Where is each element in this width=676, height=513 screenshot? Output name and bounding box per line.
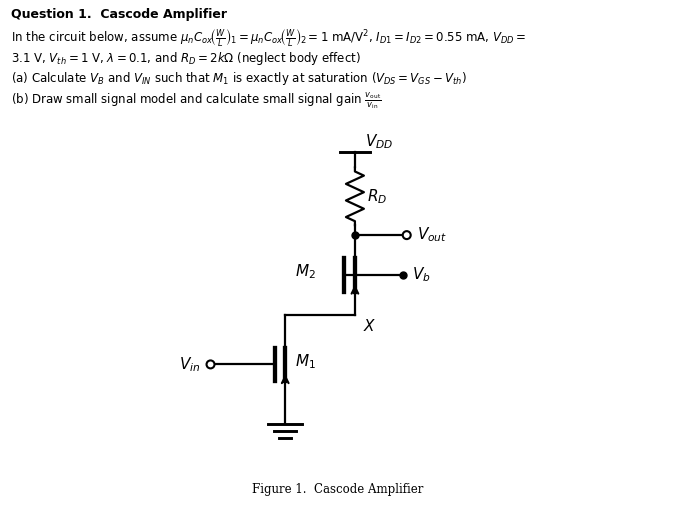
Text: (b) Draw small signal model and calculate small signal gain $\frac{v_{\rm out}}{: (b) Draw small signal model and calculat… — [11, 90, 382, 110]
Text: 3.1 V, $V_{th} = 1$ V, $\lambda = 0.1$, and $R_D = 2k\Omega$ (neglect body effec: 3.1 V, $V_{th} = 1$ V, $\lambda = 0.1$, … — [11, 50, 361, 67]
Text: $V_{in}$: $V_{in}$ — [179, 355, 201, 374]
Text: Figure 1.  Cascode Amplifier: Figure 1. Cascode Amplifier — [252, 483, 424, 496]
Text: (a) Calculate $V_B$ and $V_{IN}$ such that $M_1$ is exactly at saturation ($V_{D: (a) Calculate $V_B$ and $V_{IN}$ such th… — [11, 70, 467, 87]
Text: In the circuit below, assume $\mu_nC_{ox}\!\left(\frac{W}{L}\right)_{\!1} = \mu_: In the circuit below, assume $\mu_nC_{ox… — [11, 27, 527, 48]
Circle shape — [403, 231, 411, 239]
Text: $V_b$: $V_b$ — [412, 266, 431, 284]
Text: $R_D$: $R_D$ — [367, 187, 387, 206]
Text: $M_1$: $M_1$ — [295, 352, 316, 371]
Text: $X$: $X$ — [363, 318, 377, 333]
Text: $V_{DD}$: $V_{DD}$ — [365, 132, 393, 151]
Text: $V_{out}$: $V_{out}$ — [416, 226, 447, 245]
Circle shape — [207, 361, 214, 368]
Text: Question 1.  Cascode Amplifier: Question 1. Cascode Amplifier — [11, 8, 227, 22]
Text: $M_2$: $M_2$ — [295, 263, 316, 281]
